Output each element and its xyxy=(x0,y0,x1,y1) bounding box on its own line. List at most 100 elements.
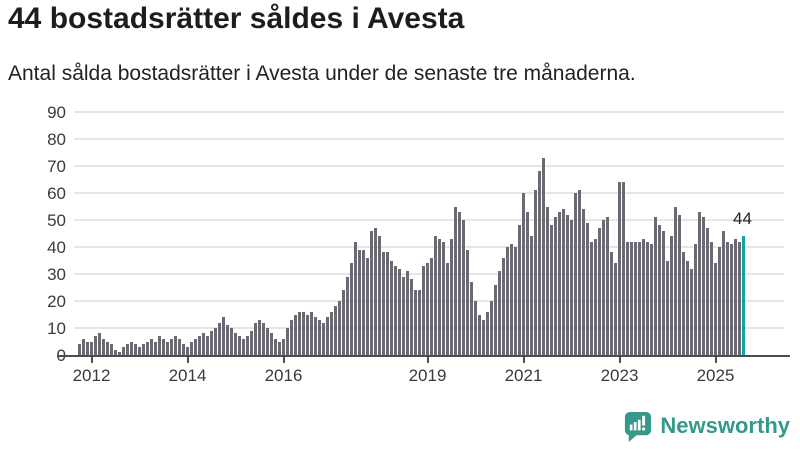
bar xyxy=(722,230,725,355)
bar xyxy=(614,263,617,355)
bar xyxy=(446,263,449,355)
bar xyxy=(390,260,393,355)
x-axis-tick-label: 2014 xyxy=(168,366,207,385)
x-axis-tick-label: 2021 xyxy=(504,366,543,385)
bar xyxy=(574,193,577,355)
bar xyxy=(646,241,649,355)
x-tick xyxy=(618,357,621,363)
bar xyxy=(458,211,461,355)
bar xyxy=(274,338,277,355)
bar xyxy=(258,319,261,355)
gridline xyxy=(74,111,784,113)
bar xyxy=(678,214,681,355)
bar xyxy=(106,341,109,355)
bar xyxy=(730,244,733,355)
bar xyxy=(130,341,133,355)
bar xyxy=(190,341,193,355)
bar xyxy=(734,238,737,355)
bar xyxy=(338,301,341,355)
bar xyxy=(302,311,305,355)
x-axis-tick-label: 2025 xyxy=(696,366,735,385)
bar xyxy=(242,338,245,355)
bar xyxy=(118,352,121,355)
bar xyxy=(318,319,321,355)
bar xyxy=(638,241,641,355)
bar xyxy=(370,230,373,355)
bar xyxy=(178,338,181,355)
bar xyxy=(394,265,397,355)
bar xyxy=(350,263,353,355)
bar xyxy=(306,314,309,355)
bar xyxy=(298,311,301,355)
gridline xyxy=(74,138,784,140)
bar xyxy=(82,338,85,355)
bar xyxy=(710,241,713,355)
y-axis-tick-label: 20 xyxy=(47,292,66,311)
x-tick xyxy=(282,357,285,363)
bar xyxy=(694,244,697,355)
bar xyxy=(682,252,685,355)
bar xyxy=(146,341,149,355)
y-axis-tick-label: 90 xyxy=(47,103,66,122)
bar xyxy=(558,211,561,355)
bar xyxy=(182,344,185,355)
bar xyxy=(226,325,229,355)
bar xyxy=(102,338,105,355)
bar xyxy=(94,336,97,355)
bar xyxy=(726,241,729,355)
x-axis-tick-label: 2019 xyxy=(408,366,447,385)
bar xyxy=(342,290,345,355)
bar xyxy=(686,260,689,355)
bar xyxy=(482,319,485,355)
gridline xyxy=(74,246,784,248)
bar xyxy=(494,284,497,355)
bar xyxy=(330,311,333,355)
bar xyxy=(402,276,405,355)
y-axis-tick-label: 70 xyxy=(47,157,66,176)
bar xyxy=(262,322,265,355)
bar xyxy=(738,241,741,355)
bar xyxy=(382,252,385,355)
y-axis-tick-label: 50 xyxy=(47,211,66,230)
bar xyxy=(114,349,117,355)
bar xyxy=(514,247,517,355)
x-tick xyxy=(90,357,93,363)
bar xyxy=(714,263,717,355)
bar xyxy=(598,228,601,355)
bar xyxy=(310,311,313,355)
bar xyxy=(166,341,169,355)
bar xyxy=(550,225,553,355)
bar xyxy=(294,314,297,355)
bar xyxy=(510,244,513,355)
bar xyxy=(202,333,205,355)
bar xyxy=(502,257,505,355)
bar xyxy=(270,333,273,355)
bar xyxy=(478,314,481,355)
bar xyxy=(386,252,389,355)
bar xyxy=(586,222,589,355)
bar xyxy=(90,341,93,355)
gridline xyxy=(74,165,784,167)
bar xyxy=(466,249,469,355)
bar xyxy=(246,336,249,355)
y-axis-tick-label: 80 xyxy=(47,130,66,149)
bar xyxy=(214,328,217,355)
bar xyxy=(266,328,269,355)
bar xyxy=(230,328,233,355)
bar xyxy=(582,209,585,355)
y-axis-tick-label: 30 xyxy=(47,265,66,284)
bar xyxy=(474,301,477,355)
gridline xyxy=(74,273,784,275)
x-tick xyxy=(714,357,717,363)
bar xyxy=(366,257,369,355)
bar xyxy=(186,346,189,355)
highlighted-bar xyxy=(742,236,745,355)
bar xyxy=(418,290,421,355)
gridline xyxy=(74,327,784,329)
x-axis-tick-label: 2012 xyxy=(72,366,111,385)
bar xyxy=(442,241,445,355)
newsworthy-icon xyxy=(625,411,652,442)
bar xyxy=(374,228,377,355)
bar xyxy=(530,236,533,355)
